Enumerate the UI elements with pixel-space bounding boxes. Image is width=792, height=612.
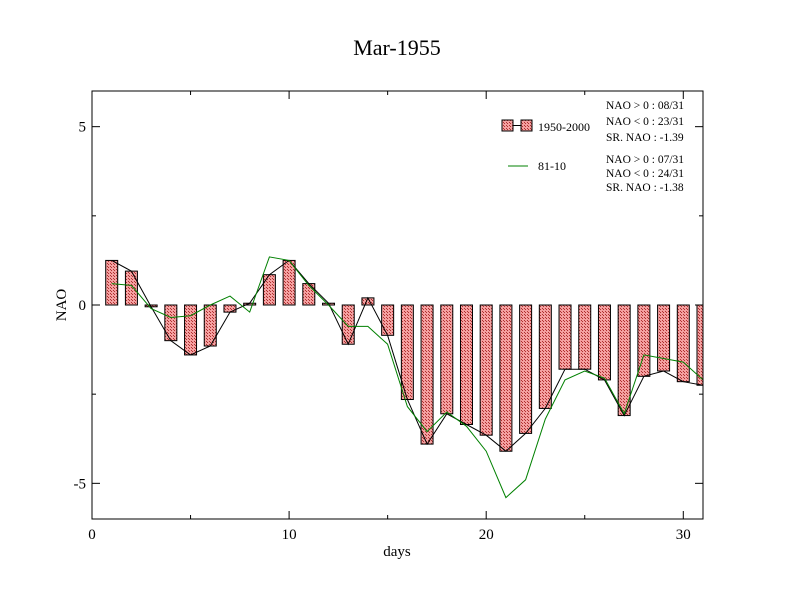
series-line-81-10 (111, 256, 703, 499)
bar-day-13 (341, 304, 355, 345)
bar-day-17 (420, 304, 434, 445)
x-tick-label-20: 20 (479, 527, 494, 543)
bar-day-11 (302, 283, 316, 306)
legend-label-81-10: 81-10 (538, 159, 566, 173)
legend: 1950-2000 81-10 NAO > 0 : 08/31 NAO < 0 … (501, 100, 684, 194)
legend-label-1950-2000: 1950-2000 (538, 120, 590, 134)
y-axis-label: NAO (54, 289, 70, 322)
bar-day-24 (558, 304, 572, 370)
bar-day-20 (479, 304, 493, 436)
stat-8110-sr: SR. NAO : -1.38 (606, 182, 684, 194)
bar-day-31 (696, 304, 703, 386)
bar-day-22 (519, 304, 533, 434)
bar-day-9 (262, 274, 276, 306)
bar-day-15 (381, 304, 395, 336)
bar-day-21 (499, 304, 513, 452)
bar-day-7 (223, 304, 237, 313)
legend-bar-swatch (501, 119, 533, 132)
bars-layer (105, 259, 703, 452)
bar-day-30 (676, 304, 690, 383)
bar-day-28 (637, 304, 651, 377)
bar-day-19 (459, 304, 473, 425)
x-tick-label-30: 30 (676, 527, 691, 543)
bar-day-25 (578, 304, 592, 370)
bar-day-6 (203, 304, 217, 347)
bar-day-18 (440, 304, 454, 415)
stat-8110-neg: NAO < 0 : 24/31 (606, 168, 684, 180)
bar-day-1 (105, 259, 119, 306)
bar-day-23 (538, 304, 552, 409)
stat-1950-neg: NAO < 0 : 23/31 (606, 116, 684, 128)
x-tick-label-0: 0 (88, 527, 96, 543)
bar-day-10 (282, 259, 296, 306)
x-tick-label-10: 10 (282, 527, 297, 543)
bar-day-29 (657, 304, 671, 372)
y-tick-label-5: 5 (79, 120, 87, 136)
stat-1950-sr: SR. NAO : -1.39 (606, 132, 684, 144)
ticks-layer: 0 10 20 30 5 0 -5 (74, 91, 703, 543)
bar-day-5 (184, 304, 198, 356)
stat-8110-pos: NAO > 0 : 07/31 (606, 154, 684, 166)
bar-day-26 (597, 304, 611, 381)
y-tick-label--5: -5 (74, 476, 87, 492)
stat-1950-pos: NAO > 0 : 08/31 (606, 100, 684, 112)
chart-title: Mar-1955 (353, 35, 441, 60)
series-line-1950-2000 (111, 259, 703, 452)
bar-day-4 (164, 304, 178, 342)
bar-day-2 (124, 270, 138, 306)
y-tick-label-0: 0 (79, 298, 87, 314)
bar-day-27 (617, 304, 631, 417)
x-axis-label: days (383, 544, 411, 560)
lines-layer (111, 256, 703, 499)
